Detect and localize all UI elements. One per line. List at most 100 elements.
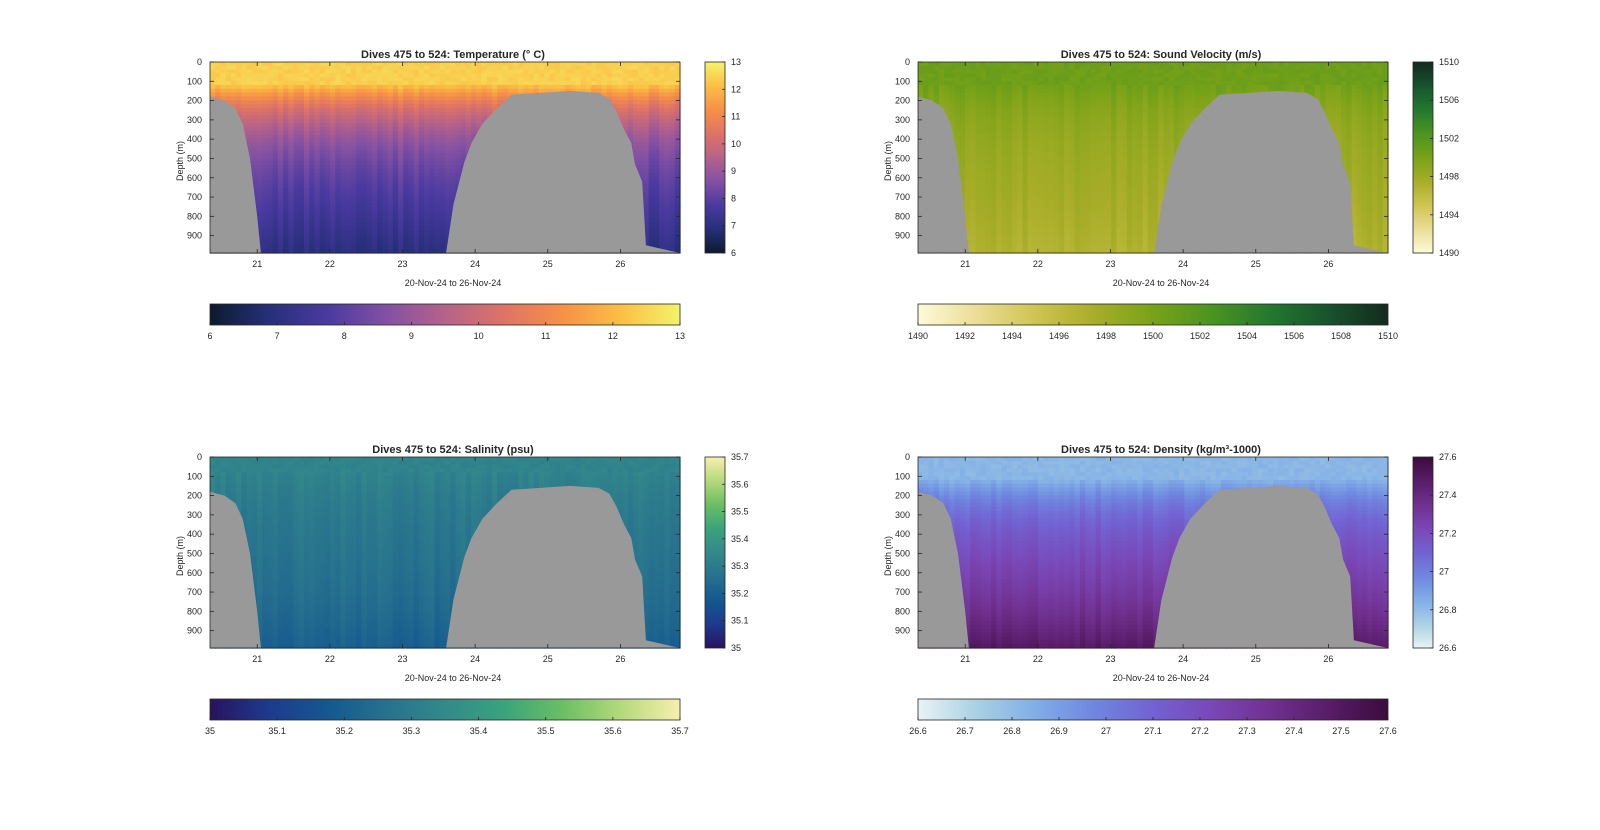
heatmap-cell xyxy=(648,69,655,75)
heatmap-cell xyxy=(298,88,305,94)
heatmap-cell xyxy=(398,180,404,185)
heatmap-cell xyxy=(272,230,279,235)
heatmap-cell xyxy=(445,65,451,71)
heatmap-cell xyxy=(251,138,258,143)
heatmap-cell xyxy=(361,62,368,67)
heatmap-cell xyxy=(633,65,639,71)
heatmap-cell xyxy=(387,172,394,178)
heatmap-cell xyxy=(366,168,373,174)
heatmap-cell xyxy=(664,191,671,197)
heatmap-cell xyxy=(429,195,436,201)
heatmap-cell xyxy=(366,241,373,246)
heatmap-cell xyxy=(648,92,655,97)
heatmap-cell xyxy=(455,92,462,97)
heatmap-cell xyxy=(288,126,295,132)
heatmap-cell xyxy=(638,104,645,109)
heatmap-cell xyxy=(345,115,352,120)
heatmap-cell xyxy=(377,180,383,185)
heatmap-cell xyxy=(262,157,269,162)
heatmap-cell xyxy=(366,119,373,124)
heatmap-cell xyxy=(439,233,446,239)
heatmap-cell xyxy=(507,92,514,97)
heatmap-cell xyxy=(664,241,671,246)
heatmap-cell xyxy=(643,96,650,101)
heatmap-cell xyxy=(371,138,378,143)
heatmap-cell xyxy=(366,161,373,166)
heatmap-cell xyxy=(335,69,342,75)
heatmap-cell xyxy=(617,84,624,90)
heatmap-cell xyxy=(445,77,451,82)
heatmap-cell xyxy=(361,153,368,159)
heatmap-cell xyxy=(377,165,383,170)
heatmap-cell xyxy=(345,191,352,197)
heatmap-cell xyxy=(424,73,430,78)
heatmap-cell xyxy=(664,168,671,174)
heatmap-cell xyxy=(345,230,352,235)
heatmap-cell xyxy=(648,142,655,147)
heatmap-cell xyxy=(392,172,399,178)
heatmap-cell xyxy=(659,203,665,208)
heatmap-cell xyxy=(356,111,363,117)
heatmap-cell xyxy=(366,96,373,101)
heatmap-cell xyxy=(643,100,650,105)
heatmap-cell xyxy=(324,241,331,246)
heatmap-cell xyxy=(330,92,336,97)
heatmap-cell xyxy=(591,88,598,94)
heatmap-cell xyxy=(345,222,352,227)
heatmap-cell xyxy=(424,168,430,174)
heatmap-cell xyxy=(455,161,462,166)
heatmap-cell xyxy=(387,184,394,189)
heatmap-cell xyxy=(361,233,368,239)
heatmap-cell xyxy=(434,107,441,113)
heatmap-cell xyxy=(413,241,420,246)
heatmap-cell xyxy=(272,153,279,159)
heatmap-cell xyxy=(377,149,383,155)
heatmap-cell xyxy=(424,230,430,235)
heatmap-cell xyxy=(272,168,279,174)
heatmap-cell xyxy=(288,172,295,178)
heatmap-cell xyxy=(230,81,237,86)
heatmap-cell xyxy=(460,77,467,82)
heatmap-cell xyxy=(933,65,940,71)
heatmap-cell xyxy=(539,69,545,75)
heatmap-cell xyxy=(288,138,295,143)
heatmap-cell xyxy=(455,176,462,182)
heatmap-cell xyxy=(257,230,263,235)
heatmap-cell xyxy=(324,142,331,147)
heatmap-cell xyxy=(923,65,930,71)
heatmap-cell xyxy=(460,84,467,90)
heatmap-cell xyxy=(277,218,284,224)
heatmap-cell xyxy=(643,119,650,124)
heatmap-cell xyxy=(340,69,347,75)
heatmap-cell xyxy=(408,168,415,174)
heatmap-cell xyxy=(398,126,404,132)
heatmap-cell xyxy=(330,249,336,254)
heatmap-cell xyxy=(309,191,316,197)
heatmap-cell xyxy=(288,100,295,105)
heatmap-cell xyxy=(502,77,509,82)
heatmap-cell xyxy=(335,123,342,128)
heatmap-cell xyxy=(413,222,420,227)
heatmap-cell xyxy=(429,81,436,86)
heatmap-cell xyxy=(262,146,269,151)
heatmap-cell xyxy=(659,119,665,124)
heatmap-cell xyxy=(408,184,415,189)
heatmap-cell xyxy=(418,65,425,71)
heatmap-cell xyxy=(298,168,305,174)
heatmap-cell xyxy=(408,233,415,239)
heatmap-cell xyxy=(429,214,436,220)
heatmap-cell xyxy=(257,73,263,78)
heatmap-cell xyxy=(288,165,295,170)
heatmap-cell xyxy=(309,249,316,254)
heatmap-cell xyxy=(664,111,671,117)
heatmap-cell xyxy=(938,62,945,67)
heatmap-cell xyxy=(262,96,269,101)
heatmap-cell xyxy=(387,203,394,208)
heatmap-cell xyxy=(445,153,451,159)
heatmap-cell xyxy=(403,203,410,208)
heatmap-cell xyxy=(424,142,430,147)
heatmap-cell xyxy=(293,184,300,189)
heatmap-cell xyxy=(565,65,571,71)
heatmap-cell xyxy=(403,195,410,201)
heatmap-cell xyxy=(429,165,436,170)
